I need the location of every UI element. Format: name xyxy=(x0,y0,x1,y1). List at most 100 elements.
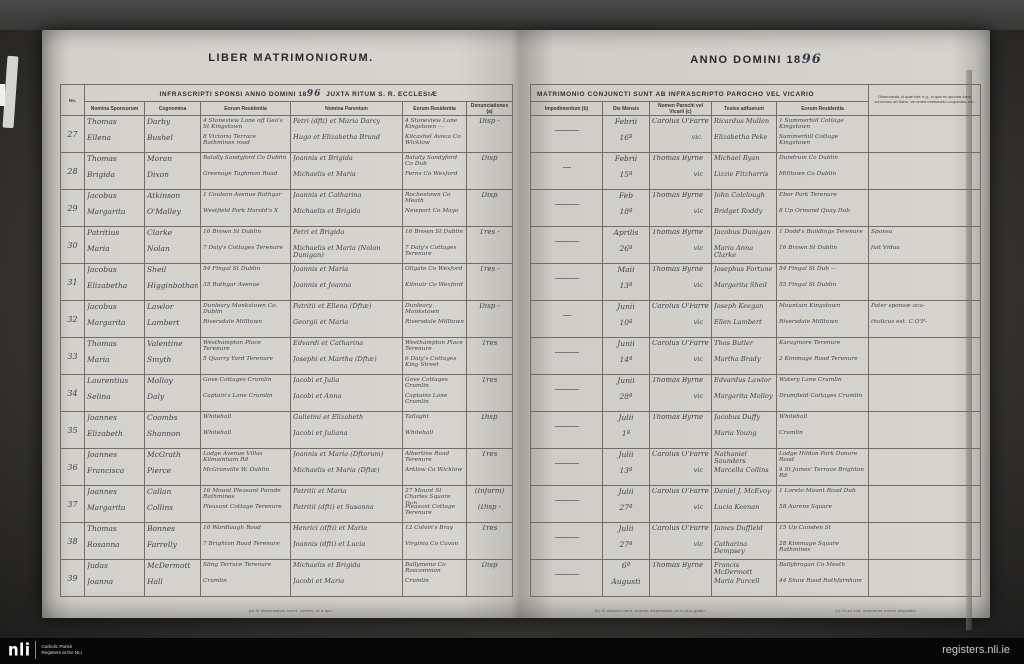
col-eorum-residentia: Eorum Residentia xyxy=(200,101,291,116)
banner-post: JUXTA RITUM S. R. ECCLESIÆ xyxy=(326,91,438,98)
parents-residence-1: Dunleary Monkstown xyxy=(405,303,440,316)
cell-parent-residentia: Westhampton Place Terenure 6 Daly's Cott… xyxy=(402,337,467,375)
matrimonio-row: — Febrii 15ª Thomas Byrne vic xyxy=(530,152,982,190)
denunciationes-note: Disp - xyxy=(479,303,500,310)
cell-impedimentum: ——— xyxy=(530,448,603,486)
observanda-note xyxy=(871,414,978,430)
page-edge-highlight-small xyxy=(0,84,5,106)
observanda-note-2 xyxy=(871,134,978,150)
sponsus-parents: Gulielmi et Elizabeth xyxy=(293,414,364,421)
denunciationes-note-2 xyxy=(469,208,510,224)
priest-title: vic xyxy=(693,171,703,178)
cell-denunciationes: Tres xyxy=(465,374,514,412)
month: Junii xyxy=(617,303,635,311)
impedimentum-dash: ——— xyxy=(554,422,580,432)
sponsa-surname: Lambert xyxy=(147,319,180,327)
cell-cognomina: Atkinson O'Malley xyxy=(144,189,201,227)
witness-2: Maria Young xyxy=(714,430,757,437)
cell-parochus: Thomas Byrne vic xyxy=(649,226,712,264)
cell-parentum: Joannis et Brigida Michaelis et Maria xyxy=(290,152,403,190)
cell-parochus: Carolus O'Farrell (l) vic xyxy=(649,485,712,523)
cell-die-mensis: Julii 13ª xyxy=(602,448,650,486)
cell-sponsorum: Thomas Brigida xyxy=(84,152,145,190)
sponsa-name: Selina xyxy=(87,393,111,401)
observanda-note xyxy=(871,266,978,282)
priest-title: vic xyxy=(693,245,703,252)
cell-denunciationes: (Inform) (Disp - xyxy=(465,485,514,523)
witness-1: Jacobus Duffy xyxy=(714,414,761,421)
left-footnote: (a) Si dispensatum fuerit, notetur, et a… xyxy=(248,608,334,613)
cell-testes-residentia: 54 Fingal St Dub — 55 Fingal St Dublin xyxy=(775,263,870,301)
sponsus-parents: Edvardi et Catharina xyxy=(293,340,364,347)
sponsus-residence: Westhampton Place Terenure xyxy=(203,340,261,353)
parents-residence-2: Captains Lane Crumlin xyxy=(405,393,448,406)
month: Feb xyxy=(618,192,634,200)
sponsa-surname: Dixon xyxy=(147,171,169,179)
sponsa-surname: Higginbotham xyxy=(147,282,198,290)
row-number: 32 xyxy=(60,300,85,338)
sponsus-parents: Petri (dfti) et Maria Darcy xyxy=(293,118,381,125)
impedimentum-dash: ——— xyxy=(554,200,580,210)
sponsus-surname: McGrath xyxy=(147,451,181,459)
matrimonio-row: ——— Julii 27ª Carolus O'Farrell (l) vic xyxy=(530,485,982,523)
day: 18ª xyxy=(619,208,633,216)
sponsi-row: 39 Judas Joanna McDermott Hall Sling Ter… xyxy=(60,559,514,597)
cell-parochus: Thomas Byrne vic xyxy=(649,374,712,412)
matrimonio-row: ——— Febrii 16ª Carolus O'Farrell vic. xyxy=(530,115,982,153)
day: 10ª xyxy=(619,319,633,327)
cell-residentia: 10 Wardlaugh Road 7 Brighton Road Terenu… xyxy=(200,522,291,560)
cell-impedimentum: ——— xyxy=(530,189,603,227)
impedimentum-dash: ——— xyxy=(554,348,580,358)
witness-1: Michael Ryan xyxy=(714,155,760,162)
sponsus-name: Thomas xyxy=(87,155,117,163)
cell-testes: James Duffield Catharina Dempsey xyxy=(711,522,777,560)
sponsus-surname: Clarke xyxy=(147,229,173,237)
sponsus-surname: Lawlor xyxy=(147,303,174,311)
cell-parent-residentia: Rochestown Co Meath Newport Co Mayo xyxy=(402,189,467,227)
matrimonio-table: MATRIMONIO CONJUNCTI SUNT AB INFRASCRIPT… xyxy=(529,84,982,597)
parents-residence-2: Riversdale Milltown xyxy=(405,319,464,325)
cell-impedimentum: ——— xyxy=(530,115,603,153)
cell-testes-residentia: Ebor Park Terenure 8 Up Ormond Quay Dub xyxy=(775,189,870,227)
witness-1-residence: Karagmore Terenure xyxy=(779,340,841,346)
day: 26ª xyxy=(619,245,633,253)
right-page: ANNO DOMINI 1896 MATRIMONIO CONJUNCTI SU… xyxy=(529,30,982,618)
sponsus-residence: 16 Mount Pleasant Parade Rathmines xyxy=(203,488,281,501)
cell-observanda xyxy=(868,374,982,412)
impedimentum-dash: ——— xyxy=(554,570,580,580)
cell-residentia: 16 Mount Pleasant Parade Rathmines Pleas… xyxy=(200,485,291,523)
cell-testes: Thos Butler Martha Brady xyxy=(711,337,777,375)
cell-impedimentum: ——— xyxy=(530,485,603,523)
register-open-book: LIBER MATRIMONIORUM. No. INFRASCRIPTI SP… xyxy=(42,30,990,630)
cell-testes-residentia: Dundrum Co Dublin Milltown Co Dublin xyxy=(775,152,870,190)
cell-parochus: Carolus O'Farrell vic xyxy=(649,300,712,338)
sponsa-surname: Bushel xyxy=(147,134,173,142)
sponsus-surname: McDermott xyxy=(147,562,191,570)
priest-title: vic xyxy=(693,504,703,511)
witness-1-residence: Dundrum Co Dublin xyxy=(779,155,838,161)
denunciationes-note-2 xyxy=(469,393,510,409)
sponsa-surname: Hall xyxy=(147,578,163,586)
row-number: 29 xyxy=(60,189,85,227)
sponsa-name: Brigida xyxy=(87,171,115,179)
cell-residentia: Sling Terrace Terenure Crumlin xyxy=(200,559,291,597)
witness-2-residence: 58 Aurens Square xyxy=(779,504,832,510)
priest-name: Carolus O'Farrell xyxy=(652,525,709,532)
cell-sponsorum: Jacobus Margarita xyxy=(84,189,145,227)
parents-residence-2: Kilmuir Co Wexford xyxy=(405,282,463,288)
sponsa-parents: Jacobi et Juliana xyxy=(293,430,348,437)
cell-sponsorum: Patritius Maria xyxy=(84,226,145,264)
cell-observanda xyxy=(868,411,982,449)
sponsus-residence: 16 Brown St Dublin xyxy=(203,229,261,235)
sponsus-name: Thomas xyxy=(87,525,117,533)
parents-residence-2: Crumlin xyxy=(405,578,429,584)
denunciationes-note: Tres xyxy=(481,340,498,347)
sponsa-name: Francisca xyxy=(87,467,125,475)
denunciationes-note-2: (Disp - xyxy=(477,504,502,511)
sponsa-residence: Whitehall xyxy=(203,430,232,436)
sponsi-row: 33 Thomas Maria Valentine Smyth Westhamp… xyxy=(60,337,514,375)
observanda-note-2: fuit Vidua xyxy=(871,245,900,251)
matrimonio-row: ——— Junii 28ª Thomas Byrne vic xyxy=(530,374,982,412)
observanda-note: Pater sponsæ aca- xyxy=(871,303,925,309)
observanda-note xyxy=(871,377,978,393)
